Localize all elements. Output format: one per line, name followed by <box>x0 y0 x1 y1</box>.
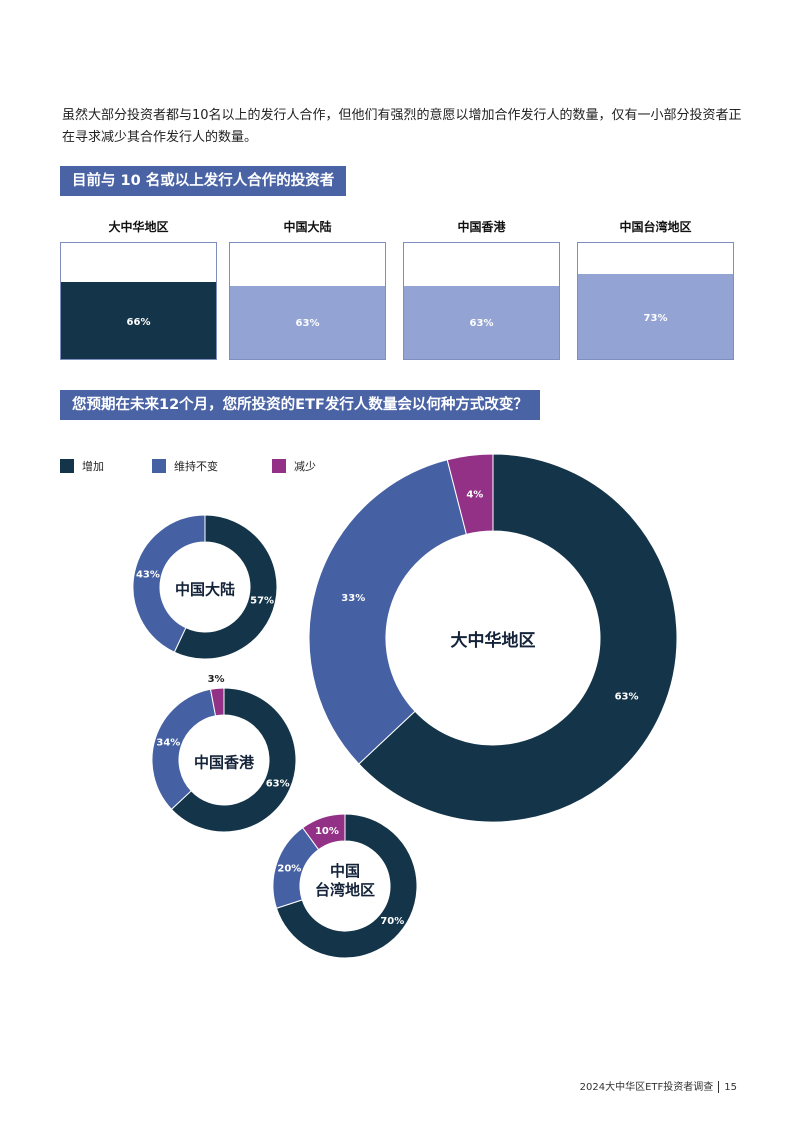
donut-slice <box>132 514 206 653</box>
donut-slice-label: 63% <box>266 779 290 790</box>
donut-center-title: 中国 <box>330 862 360 880</box>
donut-slice-label: 20% <box>277 863 301 874</box>
legend-item-increase: 增加 <box>60 458 104 476</box>
donut-slice-label: 33% <box>341 593 365 604</box>
bar-fill <box>578 274 733 359</box>
donut-slice-label: 3% <box>208 674 225 685</box>
bar-fill <box>404 285 559 359</box>
donut-center-title: 大中华地区 <box>451 630 536 651</box>
bar-value-label: 63% <box>295 318 320 330</box>
page-footer: 2024大中华区ETF投资者调查 15 <box>580 1078 737 1093</box>
bar-region-label: 中国香港 <box>457 220 506 234</box>
bar-region-label: 中国台湾地区 <box>619 220 692 234</box>
donut-slice-label: 57% <box>250 595 274 606</box>
bar-fill <box>61 282 216 359</box>
donut-slice <box>170 687 297 833</box>
legend-item-decrease: 减少 <box>272 458 316 476</box>
bar-value-label: 66% <box>126 316 151 328</box>
donut-slice <box>151 688 217 810</box>
legend-label-unchanged: 维持不变 <box>174 460 218 473</box>
bar-panel: 63% <box>403 242 560 360</box>
donut-center-title: 中国大陆 <box>175 580 235 598</box>
donut-slice <box>301 813 346 851</box>
legend-swatch-increase <box>60 459 74 473</box>
legend-swatch-decrease <box>272 459 286 473</box>
donut-slice <box>209 687 225 717</box>
donut-slice <box>275 813 418 959</box>
legend-label-decrease: 减少 <box>294 460 316 473</box>
bar-panel: 63% <box>229 242 386 360</box>
donut-center-title: 台湾地区 <box>315 881 375 899</box>
donut-slice-label: 70% <box>380 916 404 927</box>
footer-report-title: 2024大中华区ETF投资者调查 <box>579 1082 714 1093</box>
footer-divider <box>718 1081 720 1093</box>
donut-slice-label: 10% <box>315 826 339 837</box>
donut-slice <box>358 453 678 823</box>
page-number: 15 <box>724 1082 737 1093</box>
donut-center-title: 中国香港 <box>194 753 255 771</box>
section-title-current-issuers: 目前与 10 名或以上发行人合作的投资者 <box>60 166 347 196</box>
donut-slice <box>173 514 278 660</box>
bar-value-label: 63% <box>469 318 494 330</box>
legend-item-unchanged: 维持不变 <box>152 458 218 476</box>
bar-region-label: 中国大陆 <box>283 220 332 234</box>
donut-slice-label: 4% <box>466 490 483 501</box>
section-title-expected-change: 您预期在未来12个月，您所投资的ETF发行人数量会以何种方式改变？ <box>60 390 540 420</box>
bar-value-label: 73% <box>643 312 668 324</box>
donut-slice-label: 63% <box>615 691 639 702</box>
bar-panel: 73% <box>577 242 734 360</box>
donut-slice-label: 43% <box>136 570 160 581</box>
bar-fill <box>230 285 385 359</box>
bar-region-label: 大中华地区 <box>108 220 169 234</box>
intro-paragraph: 虽然大部分投资者都与10名以上的发行人合作，但他们有强烈的意愿以增加合作发行人的… <box>62 108 742 145</box>
legend-label-increase: 增加 <box>82 460 104 473</box>
donut-slice-label: 34% <box>156 737 180 748</box>
donut-slice <box>446 453 494 535</box>
donut-slice <box>308 459 467 765</box>
bar-panel: 66% <box>60 242 217 360</box>
legend-swatch-unchanged <box>152 459 166 473</box>
